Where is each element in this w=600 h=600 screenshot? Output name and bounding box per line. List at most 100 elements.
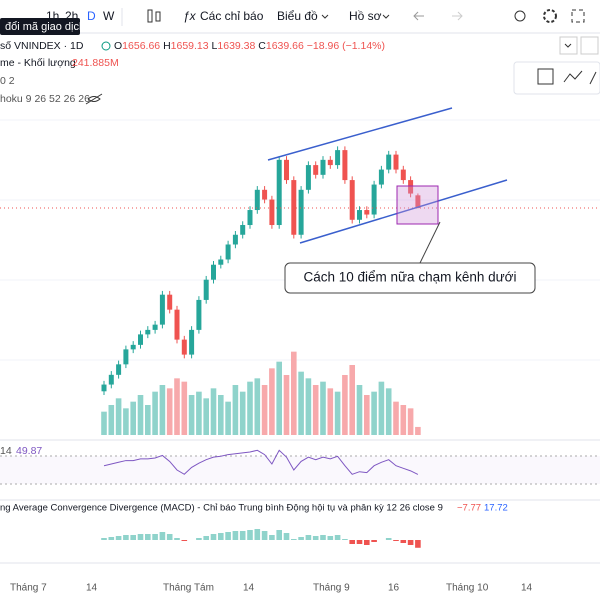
candle-body bbox=[320, 159, 326, 175]
volume-name: me - Khối lượng bbox=[0, 57, 76, 69]
candle-body bbox=[218, 259, 224, 265]
volume-bar bbox=[188, 395, 195, 435]
candle-body bbox=[400, 169, 406, 181]
symbol: số VNINDEX · 1D bbox=[0, 40, 84, 52]
callout-pointer bbox=[419, 221, 441, 264]
x-label: Tháng Tám bbox=[163, 583, 214, 594]
rect-tool[interactable] bbox=[537, 68, 554, 85]
candle-body bbox=[262, 189, 268, 200]
interval-w[interactable]: W bbox=[103, 9, 115, 23]
macd-bar bbox=[393, 540, 399, 541]
rsi-value: 49.87 bbox=[16, 445, 42, 457]
macd-bar bbox=[254, 529, 261, 540]
candles-icon[interactable] bbox=[147, 9, 161, 23]
candle-body bbox=[130, 344, 136, 350]
volume-bar bbox=[196, 391, 202, 435]
volume-bar bbox=[342, 375, 348, 435]
volume-bar bbox=[276, 361, 282, 435]
channel-upper[interactable] bbox=[267, 107, 453, 161]
macd-bar bbox=[312, 536, 319, 540]
macd-bar bbox=[181, 540, 188, 541]
candle-body bbox=[349, 180, 355, 220]
volume-bar bbox=[115, 398, 122, 435]
callout[interactable] bbox=[284, 262, 536, 294]
dropdown-arrow bbox=[382, 14, 390, 19]
x-label: Tháng 7 bbox=[10, 583, 47, 594]
settings-icon[interactable] bbox=[543, 9, 557, 23]
x-label: 14 bbox=[521, 583, 533, 594]
rsi-legend: 14 bbox=[0, 445, 12, 457]
candle-body bbox=[240, 225, 246, 235]
macd-bar bbox=[101, 538, 107, 540]
candle-body bbox=[211, 264, 216, 280]
highlight-box[interactable] bbox=[396, 185, 439, 225]
drawing-toolbar bbox=[513, 61, 600, 95]
macd-bar bbox=[334, 535, 341, 540]
search-icon[interactable] bbox=[514, 10, 526, 22]
volume-bar bbox=[349, 365, 355, 435]
macd-bar bbox=[232, 531, 239, 540]
chart-type-button[interactable]: Biểu đồ bbox=[277, 9, 318, 23]
macd-bar bbox=[320, 535, 326, 540]
candle-body bbox=[284, 159, 289, 181]
indicator-line: 0 2 bbox=[0, 75, 15, 87]
interval-d[interactable]: D bbox=[87, 9, 96, 23]
candle-body bbox=[181, 339, 187, 355]
volume-bar bbox=[218, 395, 224, 435]
candle-body bbox=[408, 180, 414, 194]
candle-body bbox=[298, 189, 304, 235]
volume-value: 241.885M bbox=[72, 57, 119, 69]
macd-value: −7.77 bbox=[457, 503, 481, 514]
candle-body bbox=[276, 159, 282, 226]
change: −18.96 (−1.14%) bbox=[307, 40, 385, 52]
hide-icon[interactable] bbox=[85, 93, 103, 105]
macd-bar bbox=[159, 532, 166, 540]
volume-bar bbox=[407, 408, 414, 435]
candle-body bbox=[145, 329, 151, 335]
fx-icon[interactable]: ƒx bbox=[183, 9, 197, 23]
macd-bar bbox=[349, 540, 355, 544]
volume-bar bbox=[269, 368, 275, 435]
macd-bar bbox=[356, 540, 363, 544]
macd-bar bbox=[364, 540, 370, 545]
candle-body bbox=[357, 210, 362, 220]
ohlc-value: 1656.66 bbox=[122, 40, 160, 52]
pen-tool[interactable] bbox=[589, 71, 597, 85]
candle-body bbox=[269, 199, 275, 226]
volume-bar bbox=[415, 426, 421, 435]
candle-body bbox=[313, 165, 319, 175]
ohlc-key: C bbox=[258, 40, 266, 52]
profile-button[interactable]: Hồ sơ bbox=[349, 9, 382, 23]
more-button[interactable] bbox=[580, 36, 599, 55]
volume-bar bbox=[137, 395, 144, 435]
candle-body bbox=[254, 189, 260, 211]
undo-icon[interactable] bbox=[413, 11, 424, 21]
collapse-button[interactable] bbox=[559, 36, 578, 55]
macd-bar bbox=[247, 530, 253, 540]
macd-bar bbox=[203, 536, 209, 540]
candle-body bbox=[415, 195, 421, 209]
fullscreen-icon[interactable] bbox=[571, 9, 585, 23]
macd-bar bbox=[291, 539, 297, 540]
candle-body bbox=[386, 154, 392, 170]
volume-bar bbox=[385, 388, 392, 435]
candle-body bbox=[167, 294, 173, 310]
macd-bar bbox=[152, 534, 158, 540]
volume-bar bbox=[225, 401, 231, 435]
redo-icon[interactable] bbox=[452, 11, 463, 21]
indicators-button[interactable]: Các chỉ báo bbox=[200, 9, 264, 23]
candle-body bbox=[393, 154, 399, 170]
macd-bar bbox=[210, 534, 217, 540]
ohlc-value: 1639.66 bbox=[266, 40, 304, 52]
ohlc: O1656.66 H1659.13 L1639.38 C1639.66 −18.… bbox=[114, 40, 385, 52]
signal-value: 17.72 bbox=[484, 503, 508, 514]
volume-bar bbox=[101, 411, 107, 435]
rsi-line bbox=[103, 449, 419, 475]
volume-bar bbox=[181, 381, 188, 435]
channel-lower[interactable] bbox=[299, 179, 508, 244]
candle-body bbox=[152, 324, 158, 330]
line-tool[interactable] bbox=[563, 70, 583, 83]
x-label: 14 bbox=[86, 583, 98, 594]
volume-bar bbox=[239, 391, 246, 435]
macd-bar bbox=[371, 540, 377, 542]
